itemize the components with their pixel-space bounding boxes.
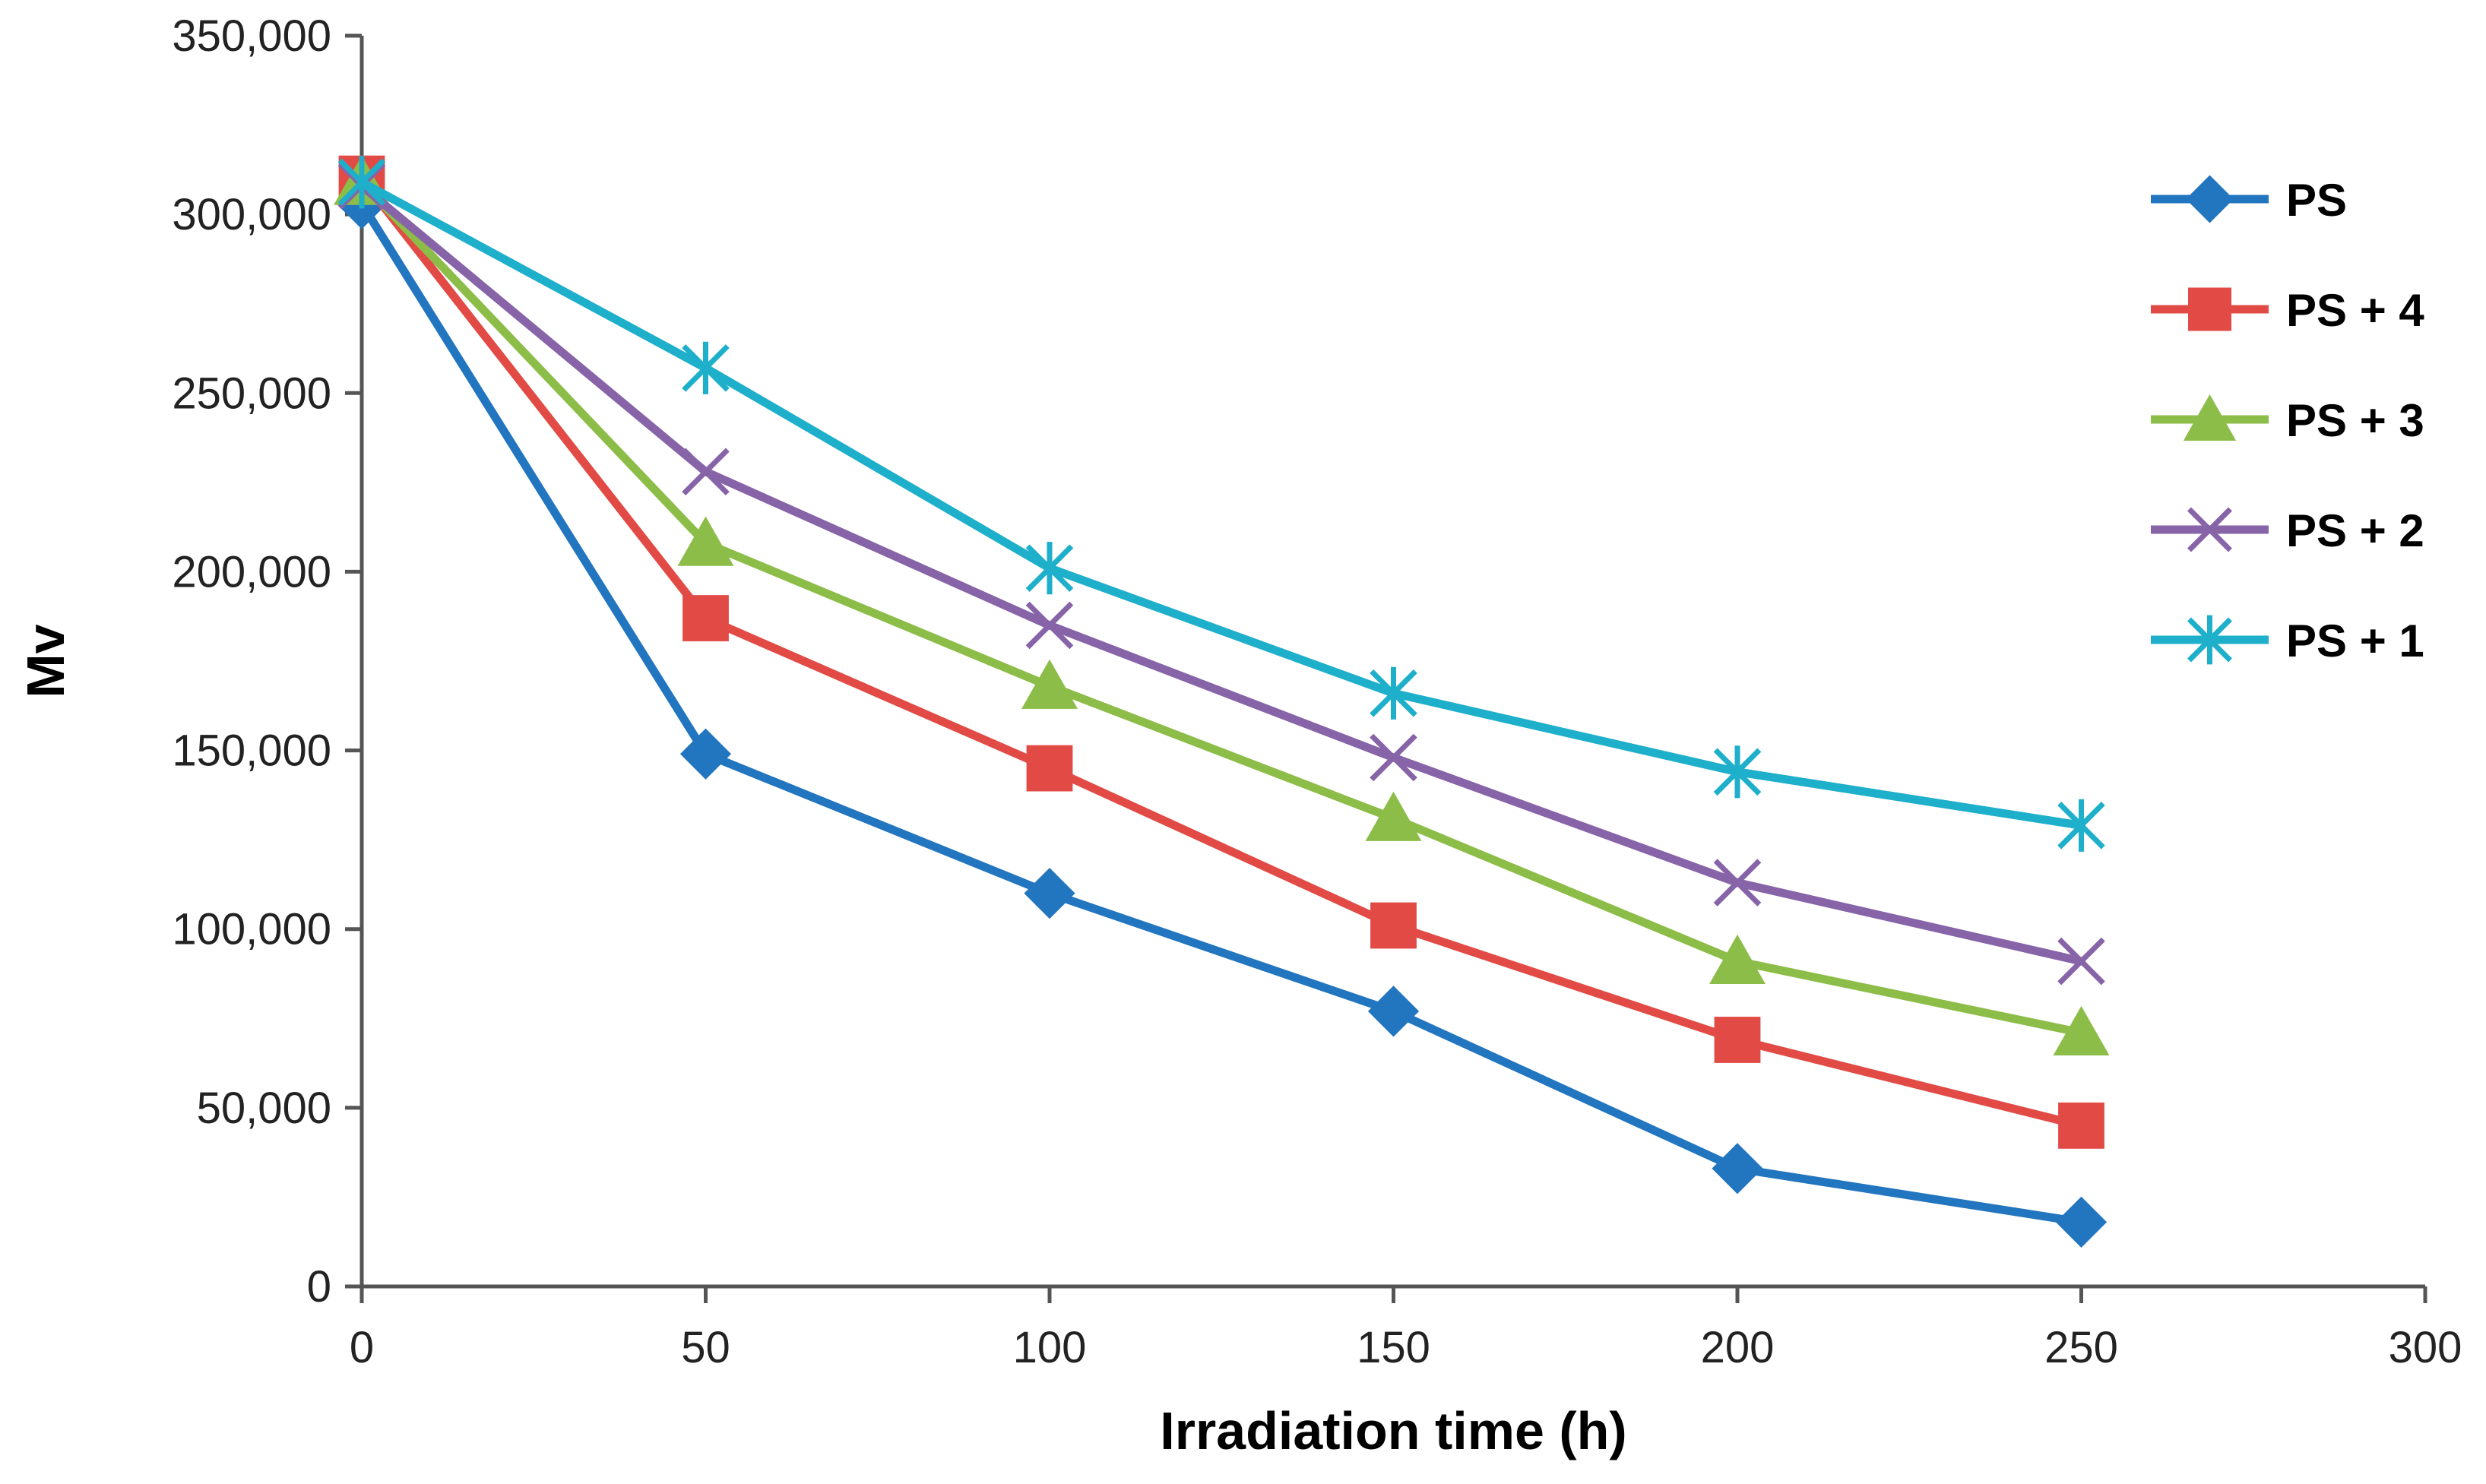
legend-entry-ps-4: PS + 4 xyxy=(2151,285,2424,336)
data-point-ps xyxy=(679,728,732,780)
data-point-ps-1 xyxy=(1713,745,1762,799)
data-point-ps-1 xyxy=(1370,666,1417,720)
x-axis-ticks: 0 50 100 150 200 250 300 xyxy=(350,1286,2462,1372)
legend-entry-ps: PS xyxy=(2151,175,2347,226)
legend-entry-ps-2: PS + 2 xyxy=(2151,505,2424,556)
legend-entry-ps-1: PS + 1 xyxy=(2151,615,2424,666)
data-point-ps-3 xyxy=(1021,659,1078,709)
data-point-ps-4 xyxy=(682,595,729,641)
series-line-ps-3 xyxy=(357,178,2085,1037)
data-point-ps xyxy=(1024,868,1075,919)
y-tick-label: 350,000 xyxy=(172,11,331,61)
legend-label: PS + 3 xyxy=(2286,395,2424,446)
y-tick-label: 250,000 xyxy=(172,369,331,418)
data-point-ps-2 xyxy=(1025,601,1074,650)
legend-entry-ps-3: PS + 3 xyxy=(2151,394,2424,446)
legend-label: PS + 1 xyxy=(2286,615,2424,666)
data-point-ps-1 xyxy=(682,341,730,394)
series-ps-3 xyxy=(334,155,2110,1056)
data-point-ps-1 xyxy=(2057,799,2105,852)
y-tick-label: 150,000 xyxy=(172,726,331,776)
y-axis-title: Mv xyxy=(16,624,75,698)
legend-label: PS + 4 xyxy=(2286,285,2424,336)
legend-marker xyxy=(2186,175,2234,223)
axes: 0 50,000 100,000 150,000 200,000 250,000 300,0… xyxy=(172,11,2462,1372)
data-point-ps-4 xyxy=(1714,1017,1761,1063)
y-tick-label: 100,000 xyxy=(172,905,331,954)
y-tick-label: 200,000 xyxy=(172,547,331,596)
legend-marker xyxy=(2183,394,2237,441)
data-point-ps-2 xyxy=(682,448,730,496)
y-tick-label: 0 xyxy=(307,1262,331,1312)
data-point-ps-2 xyxy=(1713,859,1762,907)
x-tick-label: 50 xyxy=(681,1323,730,1372)
data-point-ps-4 xyxy=(1370,902,1417,949)
x-tick-label: 300 xyxy=(2389,1323,2462,1372)
y-tick-label: 50,000 xyxy=(197,1084,331,1133)
y-axis-ticks: 0 50,000 100,000 150,000 200,000 250,000 300,0… xyxy=(172,11,362,1312)
legend: PS PS + 4 PS + 3 PS + 2 PS + 1 xyxy=(2151,175,2424,666)
legend-label: PS + 2 xyxy=(2286,505,2424,556)
x-tick-label: 150 xyxy=(1357,1323,1430,1372)
data-point-ps-3 xyxy=(677,516,734,566)
data-point-ps-3 xyxy=(1709,934,1766,984)
data-point-ps xyxy=(1367,986,1420,1037)
data-point-ps xyxy=(2055,1196,2108,1248)
data-point-ps-1 xyxy=(1025,542,1074,595)
series-ps xyxy=(336,178,2108,1248)
series-line-ps-2 xyxy=(357,182,2085,966)
series-ps-2 xyxy=(337,162,2105,986)
series-line-ps xyxy=(357,199,2085,1226)
y-tick-label: 300,000 xyxy=(172,190,331,239)
legend-marker xyxy=(2188,287,2231,331)
data-point-ps-3 xyxy=(1365,791,1422,841)
data-point-ps-2 xyxy=(2057,937,2105,986)
series-line-ps-1 xyxy=(357,178,2085,830)
x-tick-label: 100 xyxy=(1013,1323,1087,1372)
data-point-ps-4 xyxy=(2058,1102,2104,1149)
legend-marker xyxy=(2187,615,2232,665)
series-line-ps-4 xyxy=(357,174,2085,1130)
x-tick-label: 0 xyxy=(350,1323,374,1372)
x-axis-title: Irradiation time (h) xyxy=(1160,1401,1626,1460)
series-ps-4 xyxy=(338,155,2104,1149)
x-tick-label: 250 xyxy=(2044,1323,2118,1372)
data-point-ps-4 xyxy=(1026,745,1073,792)
legend-label: PS xyxy=(2286,175,2347,226)
data-point-ps xyxy=(1712,1143,1763,1194)
series-layer xyxy=(334,155,2110,1248)
series-ps-1 xyxy=(337,156,2105,852)
data-point-ps-3 xyxy=(2053,1005,2110,1056)
x-tick-label: 200 xyxy=(1701,1323,1775,1372)
data-point-ps-1 xyxy=(337,156,386,209)
data-point-ps-2 xyxy=(1370,733,1417,782)
legend-marker xyxy=(2187,507,2232,552)
